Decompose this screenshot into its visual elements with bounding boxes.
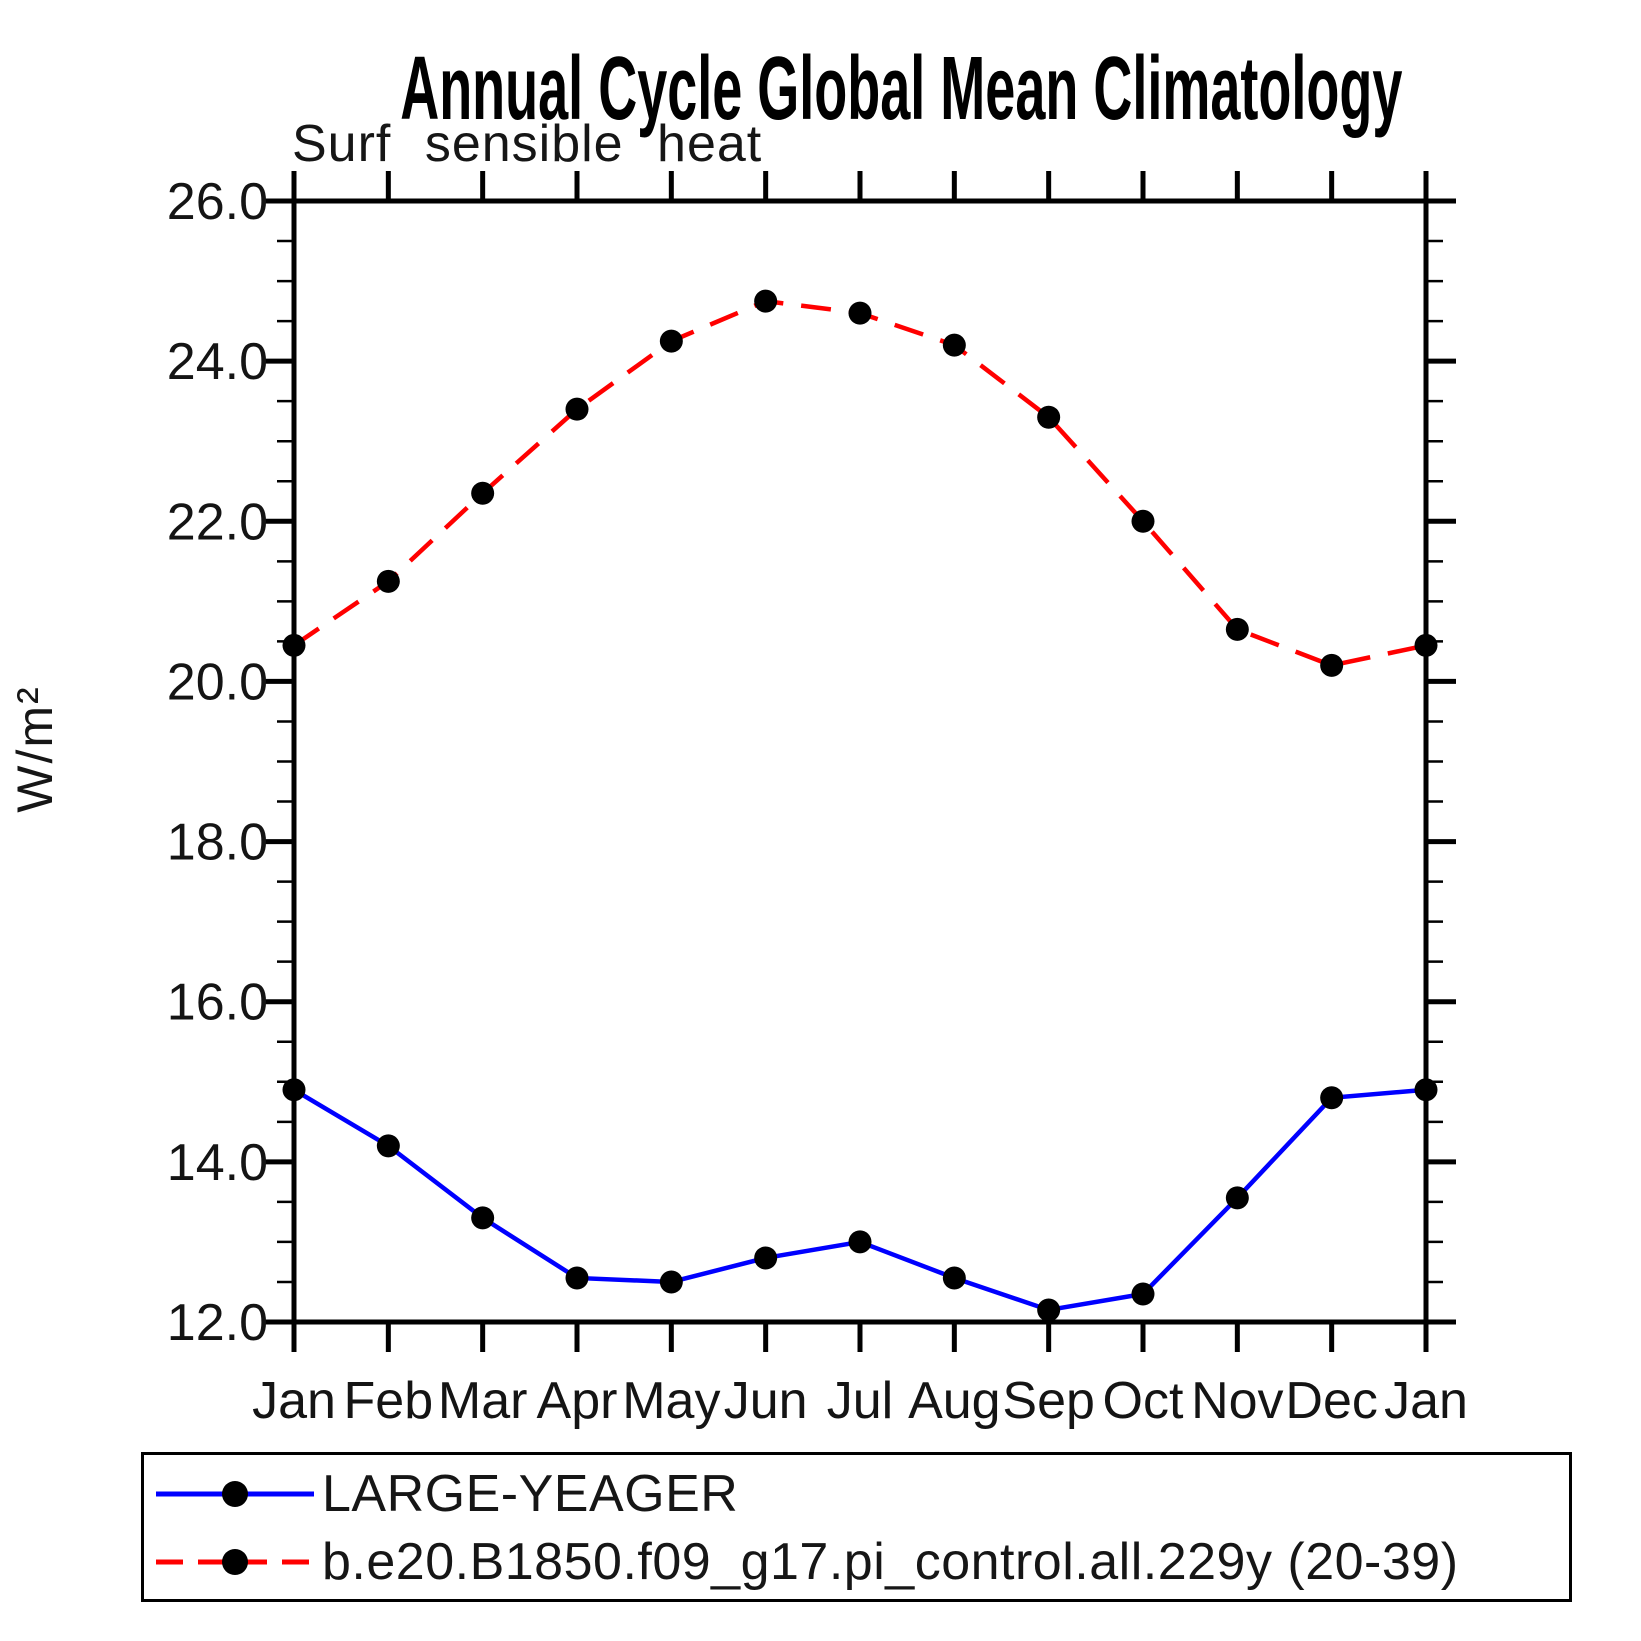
y-tick-label: 14.0 <box>167 1134 268 1192</box>
data-point-0-Sep <box>1037 1298 1061 1322</box>
chart-title: Annual Cycle Global Mean Climatology <box>400 39 1403 139</box>
data-point-1-Jan <box>1414 633 1438 657</box>
y-tick-label: 20.0 <box>167 653 268 711</box>
axis-frame <box>291 198 1429 1325</box>
data-point-1-Feb <box>376 569 400 593</box>
x-tick-label: Jun <box>724 1372 808 1430</box>
data-point-1-Aug <box>942 333 966 357</box>
y-tick-label: 18.0 <box>167 814 268 872</box>
x-tick-label: Jul <box>827 1372 893 1430</box>
data-point-0-Dec <box>1320 1086 1344 1110</box>
y-tick-label: 22.0 <box>167 493 268 551</box>
x-tick-label: Aug <box>908 1372 1001 1430</box>
data-point-0-Aug <box>942 1266 966 1290</box>
series-line-0 <box>292 1087 1427 1313</box>
legend-entry-model: b.e20.B1850.f09_g17.pi_control.all.229y … <box>150 1531 1459 1593</box>
y-tick-label: 26.0 <box>167 173 268 231</box>
x-tick-label: Mar <box>438 1372 528 1430</box>
data-point-1-Jan <box>282 633 306 657</box>
legend-box: LARGE-YEAGER b.e20.B1850.f09_g17.pi_cont… <box>141 1452 1572 1602</box>
data-point-1-Dec <box>1320 653 1344 677</box>
legend-line-sample-dashed <box>156 1549 314 1575</box>
data-point-0-Mar <box>471 1206 495 1230</box>
data-point-1-Sep <box>1037 405 1061 429</box>
data-point-0-Jan <box>282 1078 306 1102</box>
x-tick-label: Oct <box>1103 1372 1184 1430</box>
legend-label-model: b.e20.B1850.f09_g17.pi_control.all.229y … <box>322 1533 1459 1591</box>
data-point-0-Jul <box>848 1230 872 1254</box>
data-point-0-Nov <box>1225 1186 1249 1210</box>
legend-label-large-yeager: LARGE-YEAGER <box>322 1465 739 1523</box>
x-tick-label: May <box>622 1372 720 1430</box>
x-tick-label: Apr <box>537 1372 618 1430</box>
data-point-1-May <box>659 329 683 353</box>
chart-subtitle: Surf sensible heat <box>292 115 763 173</box>
data-point-1-Jul <box>848 301 872 325</box>
data-point-0-Jun <box>754 1246 778 1270</box>
data-point-0-Jan <box>1414 1078 1438 1102</box>
data-point-1-Oct <box>1131 509 1155 533</box>
x-tick-label: Jan <box>252 1372 336 1430</box>
x-tick-label: Feb <box>344 1372 434 1430</box>
data-point-0-Apr <box>565 1266 589 1290</box>
data-point-0-Oct <box>1131 1282 1155 1306</box>
data-point-1-Nov <box>1225 617 1249 641</box>
data-point-1-Mar <box>471 481 495 505</box>
legend-entry-large-yeager: LARGE-YEAGER <box>150 1463 738 1525</box>
x-tick-label: Nov <box>1191 1372 1283 1430</box>
x-tick-label: Sep <box>1002 1372 1095 1430</box>
legend-line-sample-solid <box>156 1481 314 1507</box>
y-tick-label: 12.0 <box>167 1294 268 1352</box>
data-point-1-Jun <box>754 289 778 313</box>
series-line-1 <box>292 298 1427 668</box>
y-tick-label: 24.0 <box>167 333 268 391</box>
x-tick-label: Dec <box>1285 1372 1377 1430</box>
data-point-1-Apr <box>565 397 589 421</box>
data-point-0-May <box>659 1270 683 1294</box>
data-point-0-Feb <box>376 1134 400 1158</box>
y-tick-label: 16.0 <box>167 974 268 1032</box>
x-tick-label: Jan <box>1384 1372 1468 1430</box>
